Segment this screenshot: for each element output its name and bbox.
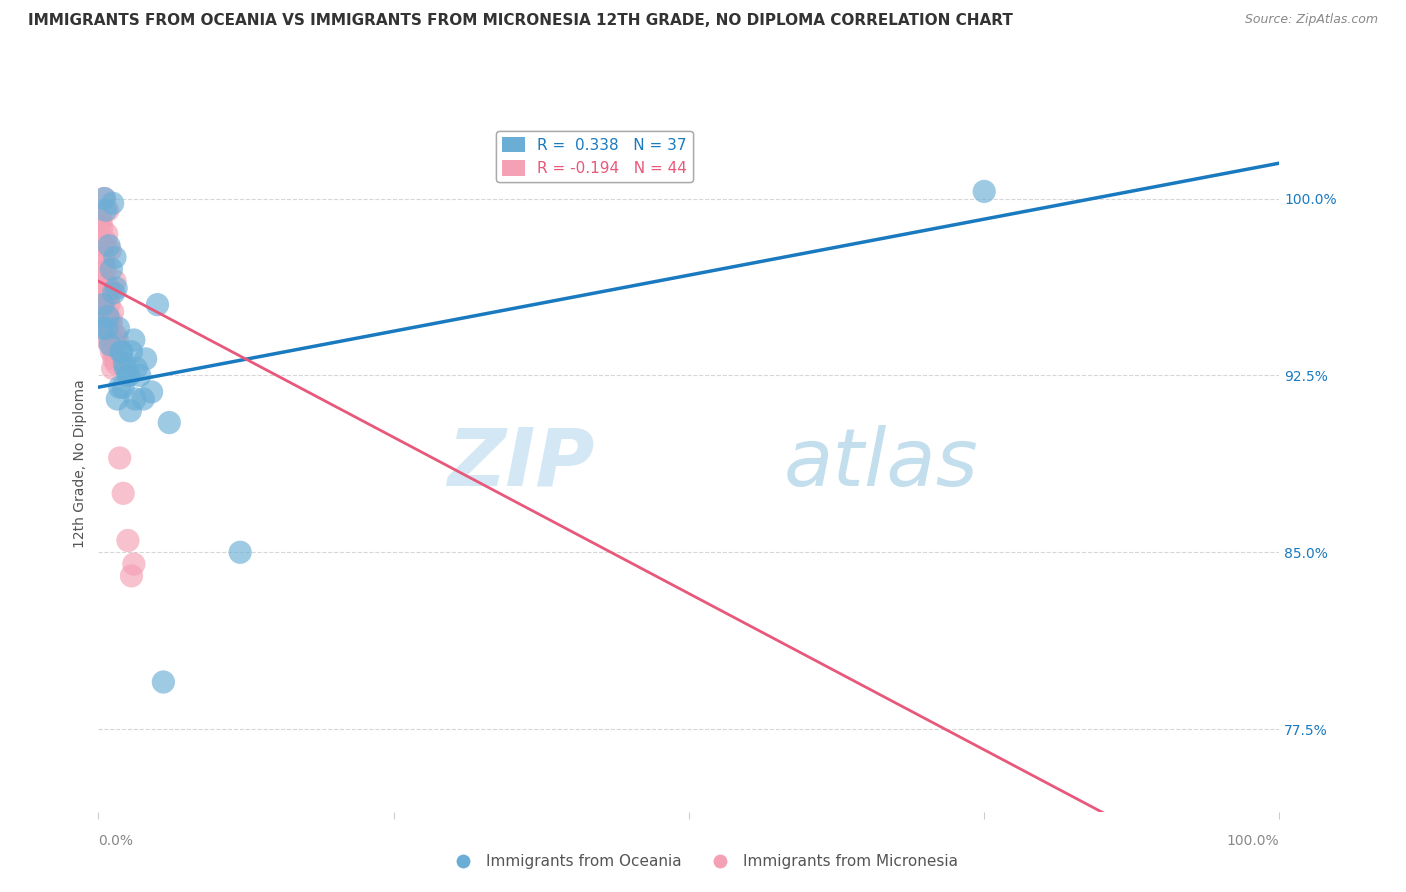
- Point: [98, 244, 121, 258]
- Point: [100, 262, 122, 277]
- Point: [96, 333, 118, 347]
- Point: [125, 361, 148, 376]
- Point: [104, 274, 127, 288]
- Point: [101, 361, 124, 376]
- Point: [100, 321, 122, 335]
- Point: [93, 298, 115, 312]
- Point: [101, 337, 124, 351]
- Point: [98, 333, 121, 347]
- Point: [112, 357, 135, 371]
- Legend: R =  0.338   N = 37, R = -0.194   N = 44: R = 0.338 N = 37, R = -0.194 N = 44: [496, 130, 693, 182]
- Point: [105, 357, 128, 371]
- Point: [132, 392, 155, 406]
- Point: [94, 285, 117, 300]
- Point: [229, 545, 252, 559]
- Point: [98, 337, 121, 351]
- Point: [104, 337, 127, 351]
- Text: atlas: atlas: [783, 425, 979, 503]
- Point: [124, 392, 146, 406]
- Point: [91, 219, 114, 234]
- Point: [93, 192, 115, 206]
- Point: [104, 251, 127, 265]
- Point: [146, 298, 169, 312]
- Point: [141, 384, 163, 399]
- Point: [96, 291, 118, 305]
- Point: [112, 486, 135, 500]
- Point: [93, 274, 115, 288]
- Point: [91, 267, 114, 281]
- Point: [93, 251, 115, 265]
- Point: [157, 416, 180, 430]
- Point: [107, 321, 129, 335]
- Point: [91, 298, 114, 312]
- Text: IMMIGRANTS FROM OCEANIA VS IMMIGRANTS FROM MICRONESIA 12TH GRADE, NO DIPLOMA COR: IMMIGRANTS FROM OCEANIA VS IMMIGRANTS FR…: [28, 13, 1012, 29]
- Point: [103, 351, 125, 366]
- Point: [98, 281, 121, 295]
- Point: [91, 258, 114, 272]
- Point: [105, 281, 128, 295]
- Point: [96, 321, 118, 335]
- Point: [98, 314, 121, 328]
- Point: [122, 557, 145, 571]
- Point: [97, 203, 120, 218]
- Point: [121, 344, 143, 359]
- Point: [100, 344, 122, 359]
- Point: [91, 321, 114, 335]
- Point: [105, 328, 128, 343]
- Point: [108, 380, 131, 394]
- Point: [94, 262, 117, 277]
- Point: [118, 368, 141, 383]
- Point: [117, 368, 139, 383]
- Point: [117, 533, 139, 548]
- Point: [105, 392, 128, 406]
- Point: [98, 285, 121, 300]
- Point: [128, 368, 150, 383]
- Point: [973, 185, 995, 199]
- Legend: Immigrants from Oceania, Immigrants from Micronesia: Immigrants from Oceania, Immigrants from…: [441, 848, 965, 875]
- Point: [97, 310, 120, 324]
- Point: [114, 361, 136, 376]
- Point: [120, 404, 142, 418]
- Point: [94, 203, 117, 218]
- Point: [110, 344, 132, 359]
- Point: [90, 211, 112, 225]
- Point: [93, 192, 115, 206]
- Point: [94, 234, 117, 248]
- Point: [103, 344, 125, 359]
- Point: [91, 238, 114, 252]
- Point: [98, 238, 121, 252]
- Text: Source: ZipAtlas.com: Source: ZipAtlas.com: [1244, 13, 1378, 27]
- Point: [101, 304, 124, 318]
- Point: [97, 321, 120, 335]
- Point: [96, 227, 118, 241]
- Point: [112, 380, 135, 394]
- Point: [105, 333, 128, 347]
- Text: 0.0%: 0.0%: [98, 834, 134, 848]
- Point: [135, 351, 157, 366]
- Text: 100.0%: 100.0%: [1227, 834, 1279, 848]
- Point: [97, 310, 120, 324]
- Point: [90, 215, 112, 229]
- Point: [121, 569, 143, 583]
- Point: [152, 675, 174, 690]
- Y-axis label: 12th Grade, No Diploma: 12th Grade, No Diploma: [73, 379, 87, 549]
- Point: [108, 450, 131, 465]
- Text: ZIP: ZIP: [447, 425, 595, 503]
- Point: [91, 310, 114, 324]
- Point: [100, 314, 122, 328]
- Point: [122, 333, 145, 347]
- Point: [101, 196, 124, 211]
- Point: [111, 344, 134, 359]
- Point: [103, 285, 125, 300]
- Point: [98, 298, 121, 312]
